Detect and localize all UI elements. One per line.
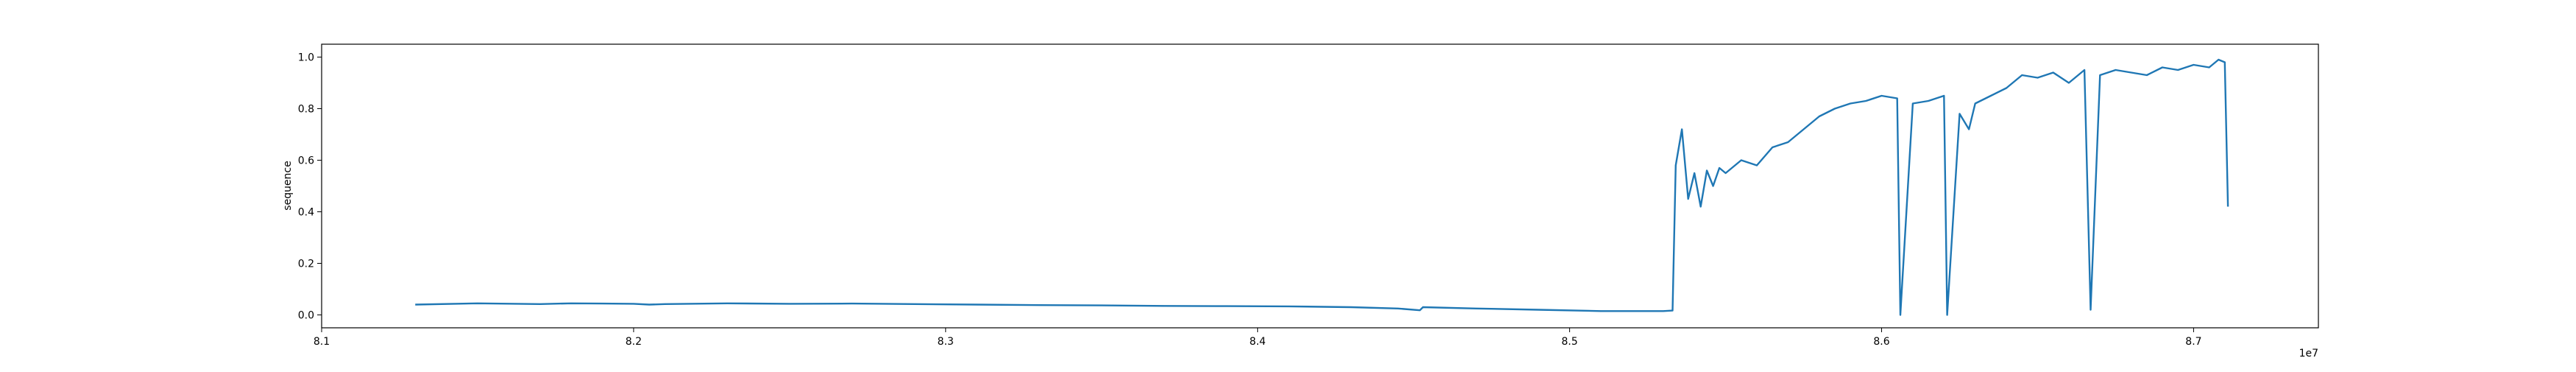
x-offset-label: 1e7 [2299, 348, 2318, 359]
series-layer [415, 58, 2229, 316]
x-tick-label: 8.1 [314, 336, 330, 348]
x-tick-label: 8.3 [938, 336, 954, 348]
x-axis: 8.1 8.2 8.3 8.4 8.5 8.6 8.7 [314, 328, 2202, 348]
y-axis: 0.0 0.2 0.4 0.6 0.8 1.0 [298, 52, 322, 322]
y-tick-label: 0.8 [298, 104, 314, 116]
x-tick-label: 8.2 [626, 336, 642, 348]
x-tick-label: 8.7 [2185, 336, 2201, 348]
y-tick-label: 0.4 [298, 207, 314, 219]
x-tick-label: 8.4 [1250, 336, 1266, 348]
plot-area [322, 44, 2318, 328]
y-tick-label: 0.6 [298, 155, 314, 167]
axes-frame [321, 43, 2319, 329]
y-axis-label: sequence [282, 161, 294, 210]
y-tick-label: 1.0 [298, 52, 314, 64]
x-tick-label: 8.6 [1873, 336, 1889, 348]
y-tick-label: 0.2 [298, 259, 314, 270]
series-line-0 [415, 58, 2229, 316]
y-tick-label: 0.0 [298, 310, 314, 322]
x-tick-label: 8.5 [1561, 336, 1577, 348]
